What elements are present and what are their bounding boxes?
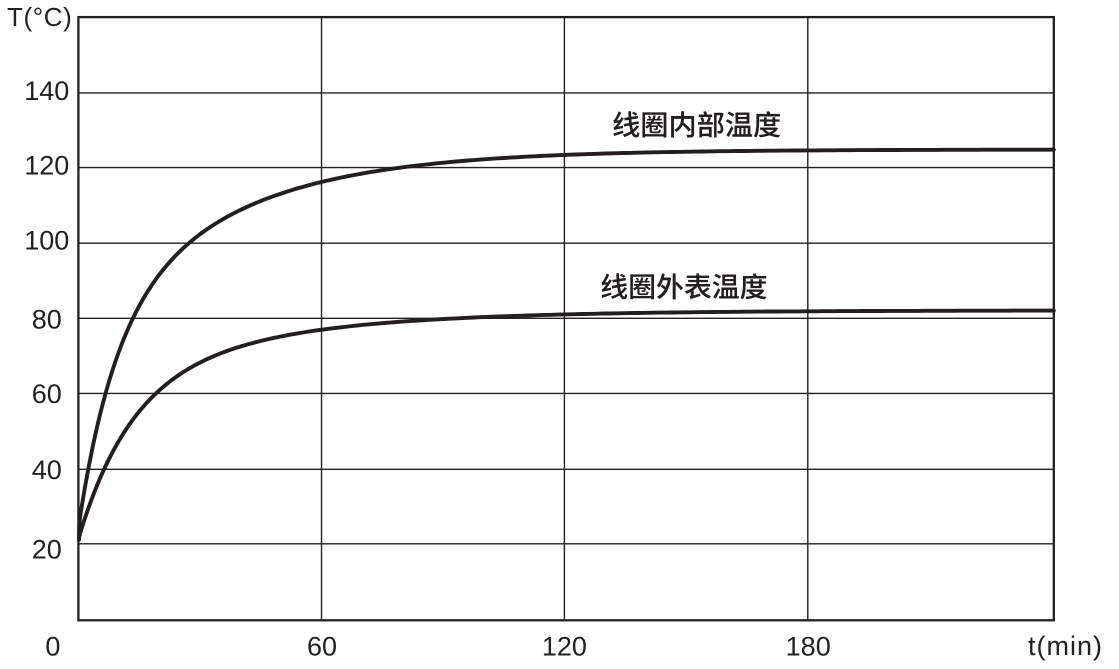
svg-text:T(°C): T(°C): [7, 2, 72, 32]
svg-text:0: 0: [45, 631, 60, 661]
svg-text:100: 100: [24, 226, 69, 256]
svg-text:t(min): t(min): [1028, 631, 1103, 661]
svg-text:40: 40: [32, 455, 62, 485]
svg-text:60: 60: [32, 379, 62, 409]
svg-text:60: 60: [307, 631, 337, 661]
svg-text:180: 180: [786, 631, 831, 661]
svg-text:120: 120: [24, 150, 69, 180]
svg-text:20: 20: [32, 534, 62, 564]
svg-text:120: 120: [542, 631, 587, 661]
svg-text:140: 140: [24, 76, 69, 106]
svg-text:80: 80: [32, 305, 62, 335]
